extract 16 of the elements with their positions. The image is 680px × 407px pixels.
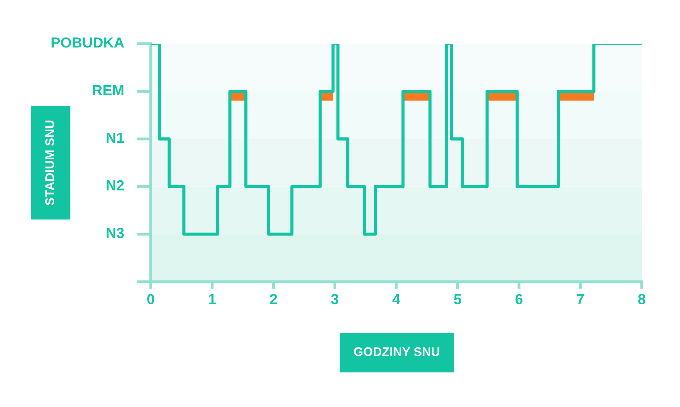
x-axis-title: GODZINY SNU	[354, 348, 440, 356]
x-tick-label: 3	[331, 294, 339, 305]
x-tick-label: 1	[209, 294, 216, 304]
x-tick-label: 2	[270, 294, 278, 304]
text: POBUDKA	[52, 38, 124, 48]
text: N2	[106, 180, 124, 191]
x-tick-label: 4	[392, 294, 400, 304]
x-tick-label: 6	[516, 294, 523, 305]
x-tick-label: 5	[454, 294, 462, 305]
text: REM	[93, 85, 124, 96]
text: N1	[106, 132, 124, 143]
x-tick-label: 0	[148, 294, 154, 305]
x-tick-label: 7	[577, 294, 584, 304]
text: N3	[106, 228, 124, 238]
text: STADIUM SNU	[46, 120, 54, 206]
x-tick-label: 8	[638, 294, 646, 305]
